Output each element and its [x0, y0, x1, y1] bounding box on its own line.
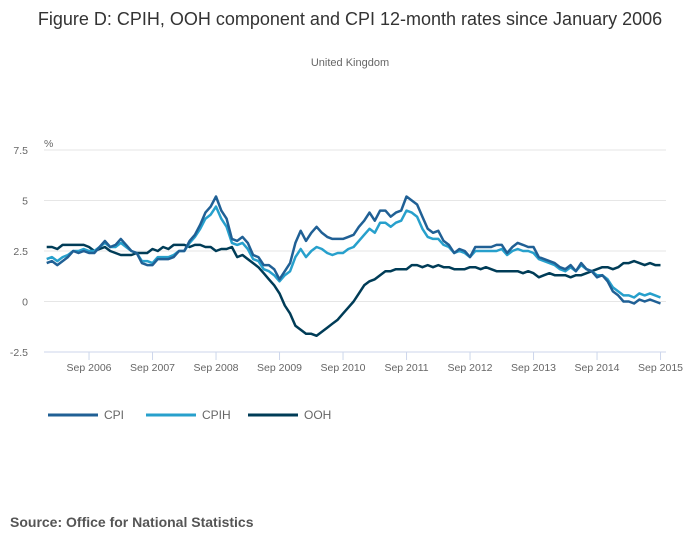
x-tick-label: Sep 2007: [130, 362, 175, 374]
x-tick-label: Sep 2015: [638, 362, 683, 374]
legend-label: CPI: [104, 408, 124, 422]
y-axis-unit-label: %: [44, 138, 53, 150]
series-line-cpi: [46, 195, 661, 305]
legend-item-ooh[interactable]: OOH: [248, 408, 331, 422]
legend-item-cpi[interactable]: CPI: [48, 408, 124, 422]
legend-label: CPIH: [202, 408, 231, 422]
legend-label: OOH: [304, 408, 331, 422]
legend-item-cpih[interactable]: CPIH: [146, 408, 231, 422]
x-tick-label: Sep 2008: [194, 362, 239, 374]
y-tick-label: -2.5: [10, 347, 28, 359]
chart-title: Figure D: CPIH, OOH component and CPI 12…: [37, 9, 663, 29]
x-tick-label: Sep 2011: [384, 362, 428, 374]
series-line-ooh: [46, 243, 661, 338]
line-chart: % 7.5 5 2.5 0 -2.5 Sep 2006 Sep 2007 Sep 2008 Se…: [10, 138, 683, 422]
series-line-cpih: [46, 205, 661, 299]
chart-subtitle: United Kingdom: [310, 57, 390, 69]
source-note: Source: Office for National Statistics: [10, 514, 254, 530]
x-tick-label: Sep 2010: [321, 362, 366, 374]
x-tick-label: Sep 2006: [67, 362, 112, 374]
x-tick-label: Sep 2009: [257, 362, 302, 374]
x-tick-label: Sep 2012: [448, 362, 493, 374]
y-tick-label: 7.5: [13, 145, 28, 157]
x-tick-label: Sep 2014: [575, 362, 620, 374]
y-tick-label: 5: [22, 196, 28, 208]
y-tick-label: 2.5: [13, 246, 28, 258]
x-tick-label: Sep 2013: [511, 362, 556, 374]
y-tick-label: 0: [22, 297, 28, 309]
